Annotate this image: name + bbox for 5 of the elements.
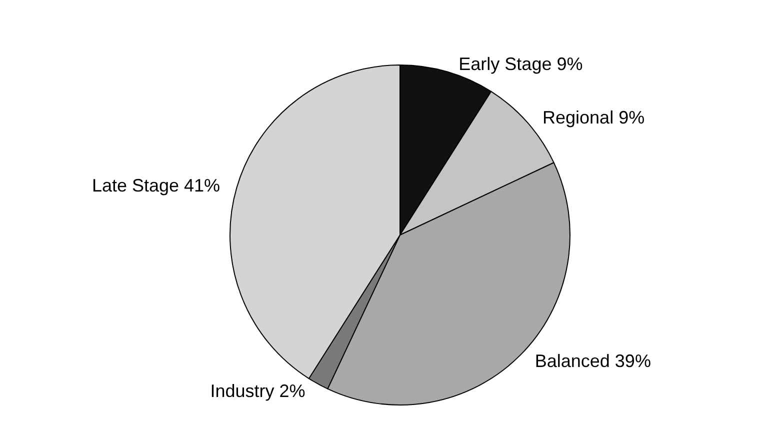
slice-label: Late Stage 41% bbox=[92, 175, 220, 196]
slice-label: Regional 9% bbox=[542, 107, 645, 128]
slice-label: Balanced 39% bbox=[534, 350, 651, 371]
slice-label: Industry 2% bbox=[210, 380, 306, 401]
slice-label: Early Stage 9% bbox=[458, 54, 583, 74]
